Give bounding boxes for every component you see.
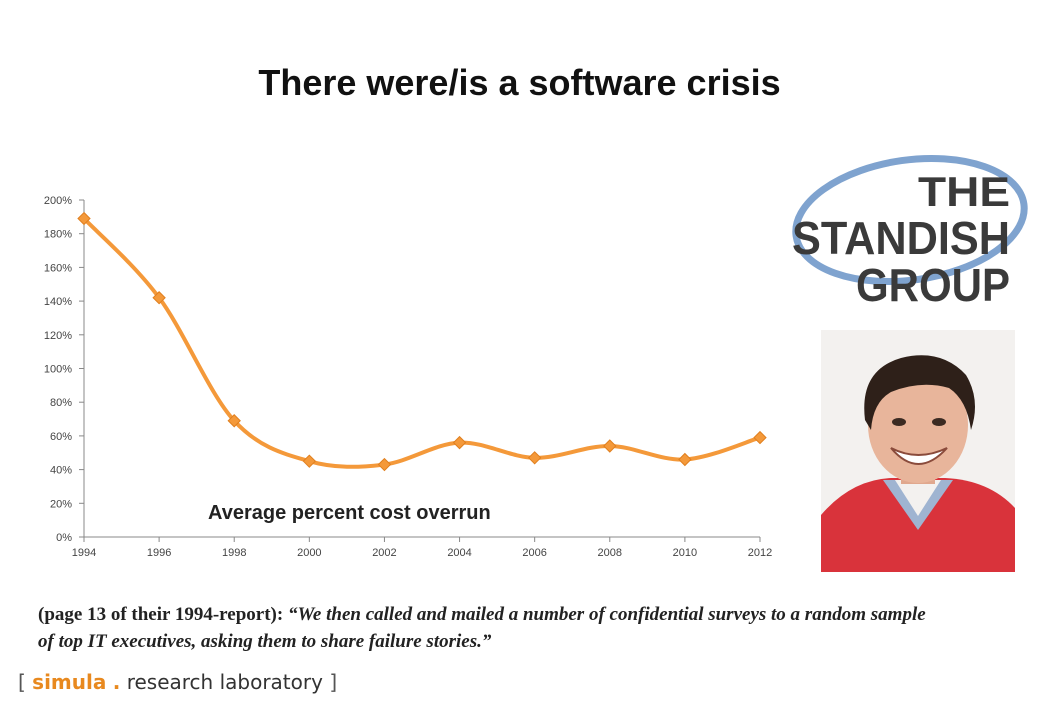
x-tick-label: 2008 [598,547,622,559]
cost-overrun-chart: 0% 20% 40% 60% 80% 100% 120% 140% 160% 180% 200% 1… [44,195,772,559]
data-point [377,457,392,472]
series-line [82,216,762,469]
data-point [452,435,467,450]
data-point [678,452,692,467]
x-tick-label: 1994 [72,547,96,559]
quote-text: (page 13 of their 1994-report): “We then… [38,601,938,655]
footer-close-bracket: ] [329,670,338,694]
logo-line-the: THE [918,168,1010,215]
x-tick-label: 2006 [522,547,546,559]
x-tick-label: 2004 [447,547,471,559]
y-tick-label: 120% [44,330,72,342]
y-tick-label: 180% [44,229,72,241]
data-point [603,439,617,453]
standish-group-logo: THE STANDISH GROUP [792,154,1028,311]
footer-brand: [ simula . research laboratory ] [18,670,337,700]
data-point [227,414,241,428]
data-point [152,291,166,305]
data-point [77,211,91,226]
y-tick-label: 200% [44,195,72,207]
chart-axes [83,200,760,538]
data-point [753,430,767,445]
slide-title: There were/is a software crisis [258,62,781,103]
y-tick-labels: 0% 20% 40% 60% 80% 100% 120% 140% 160% 180% 200% [44,195,84,544]
footer-lab-text: research laboratory [120,670,330,694]
logo-line-group: GROUP [856,259,1010,311]
x-tick-label: 2012 [748,547,772,559]
y-tick-label: 40% [50,465,72,477]
data-points [77,211,767,472]
footer-open-bracket: [ [18,670,26,694]
y-tick-label: 60% [50,431,72,443]
x-tick-label: 2002 [372,547,396,559]
person-photo [821,330,1015,572]
x-tick-label: 1998 [222,547,246,559]
x-tick-labels: 1994 1996 1998 2000 2002 2004 2006 2008 2010 2012 [72,537,772,559]
data-point [527,451,542,465]
person-portrait-image [821,330,1015,572]
chart-annotation: Average percent cost overrun [208,502,491,524]
y-tick-label: 140% [44,296,72,308]
y-tick-label: 100% [44,364,72,376]
quote-prefix: (page 13 of their 1994-report): [38,604,288,625]
x-tick-label: 2000 [297,547,321,559]
footer-dot: . [112,670,121,694]
footer-brand-name: simula [32,670,107,694]
data-point [302,454,317,468]
y-tick-label: 20% [50,498,72,510]
x-tick-label: 1996 [147,547,171,559]
x-tick-label: 2010 [673,547,697,559]
logo-ring [792,154,1028,286]
y-tick-label: 0% [56,532,72,544]
logo-line-standish: STANDISH [792,212,1010,264]
quote-body: “We then called and mailed a number of c… [38,604,926,652]
y-tick-label: 80% [50,397,72,409]
y-tick-label: 160% [44,262,72,274]
